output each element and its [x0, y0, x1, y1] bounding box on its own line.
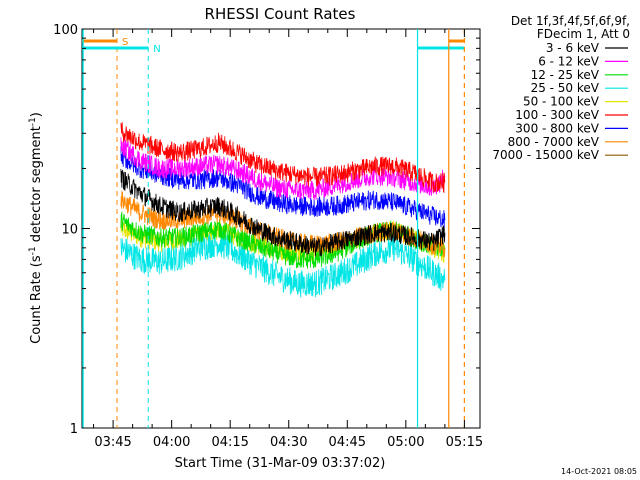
- timestamp: 14-Oct-2021 08:05: [561, 467, 637, 476]
- x-tick-label: 03:45: [94, 435, 131, 450]
- x-axis-label: Start Time (31-Mar-09 03:37:02): [175, 456, 386, 471]
- legend-label-1: 3 - 6 keV: [546, 41, 600, 55]
- series-line-1: [120, 168, 446, 257]
- legend-label-4: 25 - 50 keV: [531, 81, 600, 95]
- y-axis-label-sup1: -1: [28, 246, 38, 255]
- legend-label-7: 300 - 800 keV: [515, 121, 599, 135]
- x-tick-label: 04:45: [329, 435, 366, 450]
- data-layer: [120, 122, 446, 298]
- x-tick-label: 05:00: [387, 435, 424, 450]
- x-tick-label: 04:00: [153, 435, 190, 450]
- y-tick-label: 1: [70, 422, 78, 437]
- x-tick-label: 04:30: [270, 435, 307, 450]
- y-tick-label: 100: [53, 23, 78, 38]
- x-tick-label: 04:15: [211, 435, 248, 450]
- legend-label-5: 50 - 100 keV: [523, 95, 600, 109]
- legend-label-2: 6 - 12 keV: [538, 54, 600, 68]
- chart-title: RHESSI Count Rates: [205, 5, 356, 23]
- y-axis-label-mid: detector segment: [29, 126, 44, 246]
- s-marker-label: S: [122, 37, 128, 48]
- series-line-3: [120, 211, 446, 269]
- x-tick-label: 05:15: [446, 435, 483, 450]
- legend-label-6: 100 - 300 keV: [515, 108, 599, 122]
- legend-label-9: 7000 - 15000 keV: [492, 148, 599, 162]
- y-axis-label-end: ): [29, 112, 44, 117]
- series-line-6: [120, 122, 446, 194]
- y-axis-label-sup2: -1: [28, 117, 38, 126]
- legend-header-line-2: FDecim 1, Att 0: [537, 27, 630, 41]
- y-axis-label-main: Count Rate (s: [29, 255, 44, 344]
- y-axis-label: Count Rate (s-1 detector segment-1): [28, 112, 44, 344]
- series-line-7: [120, 146, 446, 228]
- legend-header-line-1: Det 1f,3f,4f,5f,6f,9f,: [511, 14, 630, 28]
- legend-label-3: 12 - 25 keV: [531, 68, 600, 82]
- legend-label-8: 800 - 7000 keV: [508, 135, 600, 149]
- axis-layer: 03:45 04:00 04:15 04:30 04:45 05:00 05:15 1 10 10…: [53, 23, 483, 450]
- y-tick-label: 10: [61, 223, 78, 238]
- n-marker-label: N: [153, 44, 160, 55]
- legend: Det 1f,3f,4f,5f,6f,9f, FDecim 1, Att 0 3…: [492, 14, 630, 162]
- annotation-layer: SN: [82, 29, 465, 428]
